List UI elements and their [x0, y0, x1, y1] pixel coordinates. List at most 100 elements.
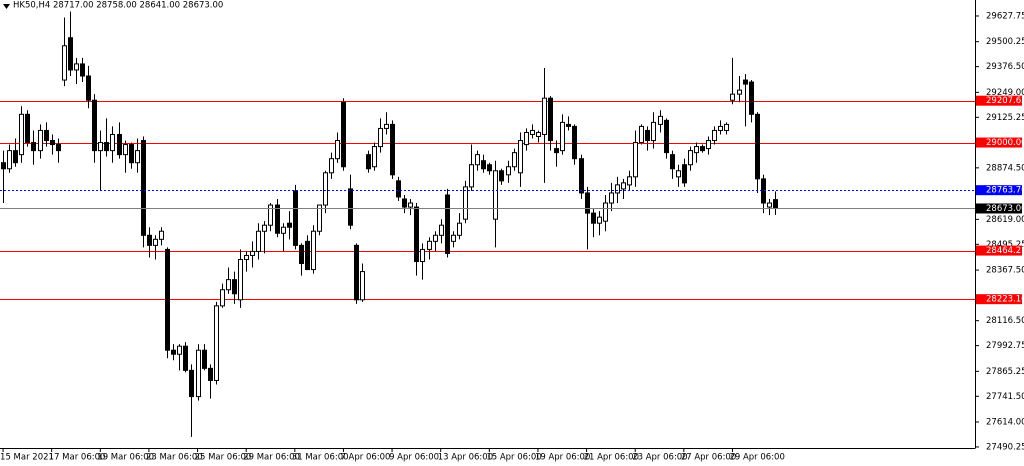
- candle-body: [208, 367, 213, 381]
- candle-body: [451, 234, 456, 242]
- candle-body: [317, 204, 322, 232]
- candle-body: [378, 127, 383, 148]
- candle-body: [153, 238, 158, 246]
- candle-body: [50, 140, 55, 146]
- candle-body: [615, 184, 620, 194]
- level-label: 29207.63: [986, 96, 1024, 106]
- candle-body: [80, 63, 85, 77]
- x-tick-label: 21 Apr 06:00: [584, 453, 639, 463]
- candle-body: [414, 206, 419, 263]
- y-tick-label: 28116.50: [986, 316, 1024, 326]
- candle-body: [512, 152, 517, 168]
- candle-body: [323, 172, 328, 206]
- candle-body: [743, 79, 748, 85]
- candle-body: [250, 250, 255, 256]
- candle-body: [220, 289, 225, 307]
- candle-body: [585, 192, 590, 214]
- candle-body: [299, 244, 304, 265]
- candle-body: [38, 129, 43, 152]
- candle-body: [445, 194, 450, 254]
- candle-body: [293, 190, 298, 246]
- candle-body: [560, 121, 565, 152]
- candle-body: [7, 150, 12, 170]
- candle-body: [1, 162, 6, 170]
- candle-body: [390, 123, 395, 176]
- candle-body: [68, 37, 73, 71]
- candle-body: [591, 212, 596, 224]
- candle-body: [536, 131, 541, 137]
- candle-body: [627, 176, 632, 186]
- y-tick-label: 29500.25: [986, 37, 1024, 47]
- x-tick-label: 15 Mar 2021: [0, 453, 54, 463]
- candle-body: [749, 81, 754, 115]
- x-tick-label: 9 Apr 06:00: [389, 453, 439, 463]
- candle-body: [658, 115, 663, 125]
- candle-body: [196, 349, 201, 398]
- y-tick-label: 28619.00: [986, 215, 1024, 225]
- candle-body: [92, 99, 97, 152]
- candle-body: [171, 349, 176, 355]
- candle-body: [305, 240, 310, 271]
- x-tick-label: 25 Mar 06:00: [195, 453, 252, 463]
- candle-body: [202, 349, 207, 369]
- chart-header: HK50,H4 28717.00 28758.00 28641.00 28673…: [13, 1, 223, 11]
- y-tick-label: 28367.50: [986, 266, 1024, 276]
- x-tick-label: 13 Apr 06:00: [438, 453, 493, 463]
- candle-body: [530, 129, 535, 135]
- candle-body: [372, 146, 377, 168]
- y-tick-label: 27490.25: [986, 442, 1024, 452]
- candle-body: [56, 144, 61, 152]
- candle-body: [506, 166, 511, 176]
- candle-body: [427, 240, 432, 250]
- candle-body: [475, 154, 480, 166]
- candle-body: [755, 113, 760, 180]
- candle-body: [341, 101, 346, 168]
- candle-body: [141, 140, 146, 236]
- candle-body: [767, 202, 772, 208]
- candle-body: [281, 226, 286, 234]
- candle-body: [329, 158, 334, 174]
- candle-body: [117, 133, 122, 156]
- candle-body: [256, 230, 261, 252]
- y-tick-label: 27741.50: [986, 392, 1024, 402]
- candle-body: [129, 144, 134, 164]
- y-tick-label: 28874.50: [986, 163, 1024, 173]
- level-label: 28223.10: [986, 295, 1024, 305]
- candle-body: [457, 222, 462, 236]
- candle-body: [147, 234, 152, 246]
- y-tick-label: 29376.50: [986, 62, 1024, 72]
- candle-body: [335, 140, 340, 160]
- candle-body: [31, 142, 36, 152]
- candle-body: [469, 164, 474, 188]
- candle-body: [676, 170, 681, 178]
- candle-body: [639, 125, 644, 144]
- candle-body: [232, 279, 237, 295]
- candle-body: [718, 125, 723, 131]
- candle-body: [439, 224, 444, 236]
- level-box: [976, 95, 1022, 106]
- y-tick-label: 29627.75: [986, 11, 1024, 21]
- candle-body: [354, 244, 359, 301]
- candle-body: [165, 248, 170, 351]
- menu-arrow[interactable]: [3, 4, 10, 9]
- level-box: [976, 294, 1022, 305]
- candle-body: [287, 222, 292, 228]
- candle-body: [724, 123, 729, 131]
- candle-body: [275, 204, 280, 234]
- candle-body: [19, 113, 24, 156]
- candle-body: [135, 150, 140, 164]
- candle-body: [633, 142, 638, 178]
- x-tick-label: 7 Apr 06:00: [340, 453, 390, 463]
- candle-body: [566, 123, 571, 127]
- y-tick-label: 27865.25: [986, 367, 1024, 377]
- level-label: 29000.00: [986, 138, 1024, 148]
- candle-body: [554, 148, 559, 154]
- candle-body: [123, 144, 128, 156]
- candle-body: [694, 146, 699, 154]
- candle-body: [463, 186, 468, 220]
- candle-body: [86, 75, 91, 101]
- y-tick-label: 27614.00: [986, 417, 1024, 427]
- candle-body: [366, 154, 371, 170]
- candle-body: [189, 369, 194, 398]
- ask-box: [976, 185, 1022, 196]
